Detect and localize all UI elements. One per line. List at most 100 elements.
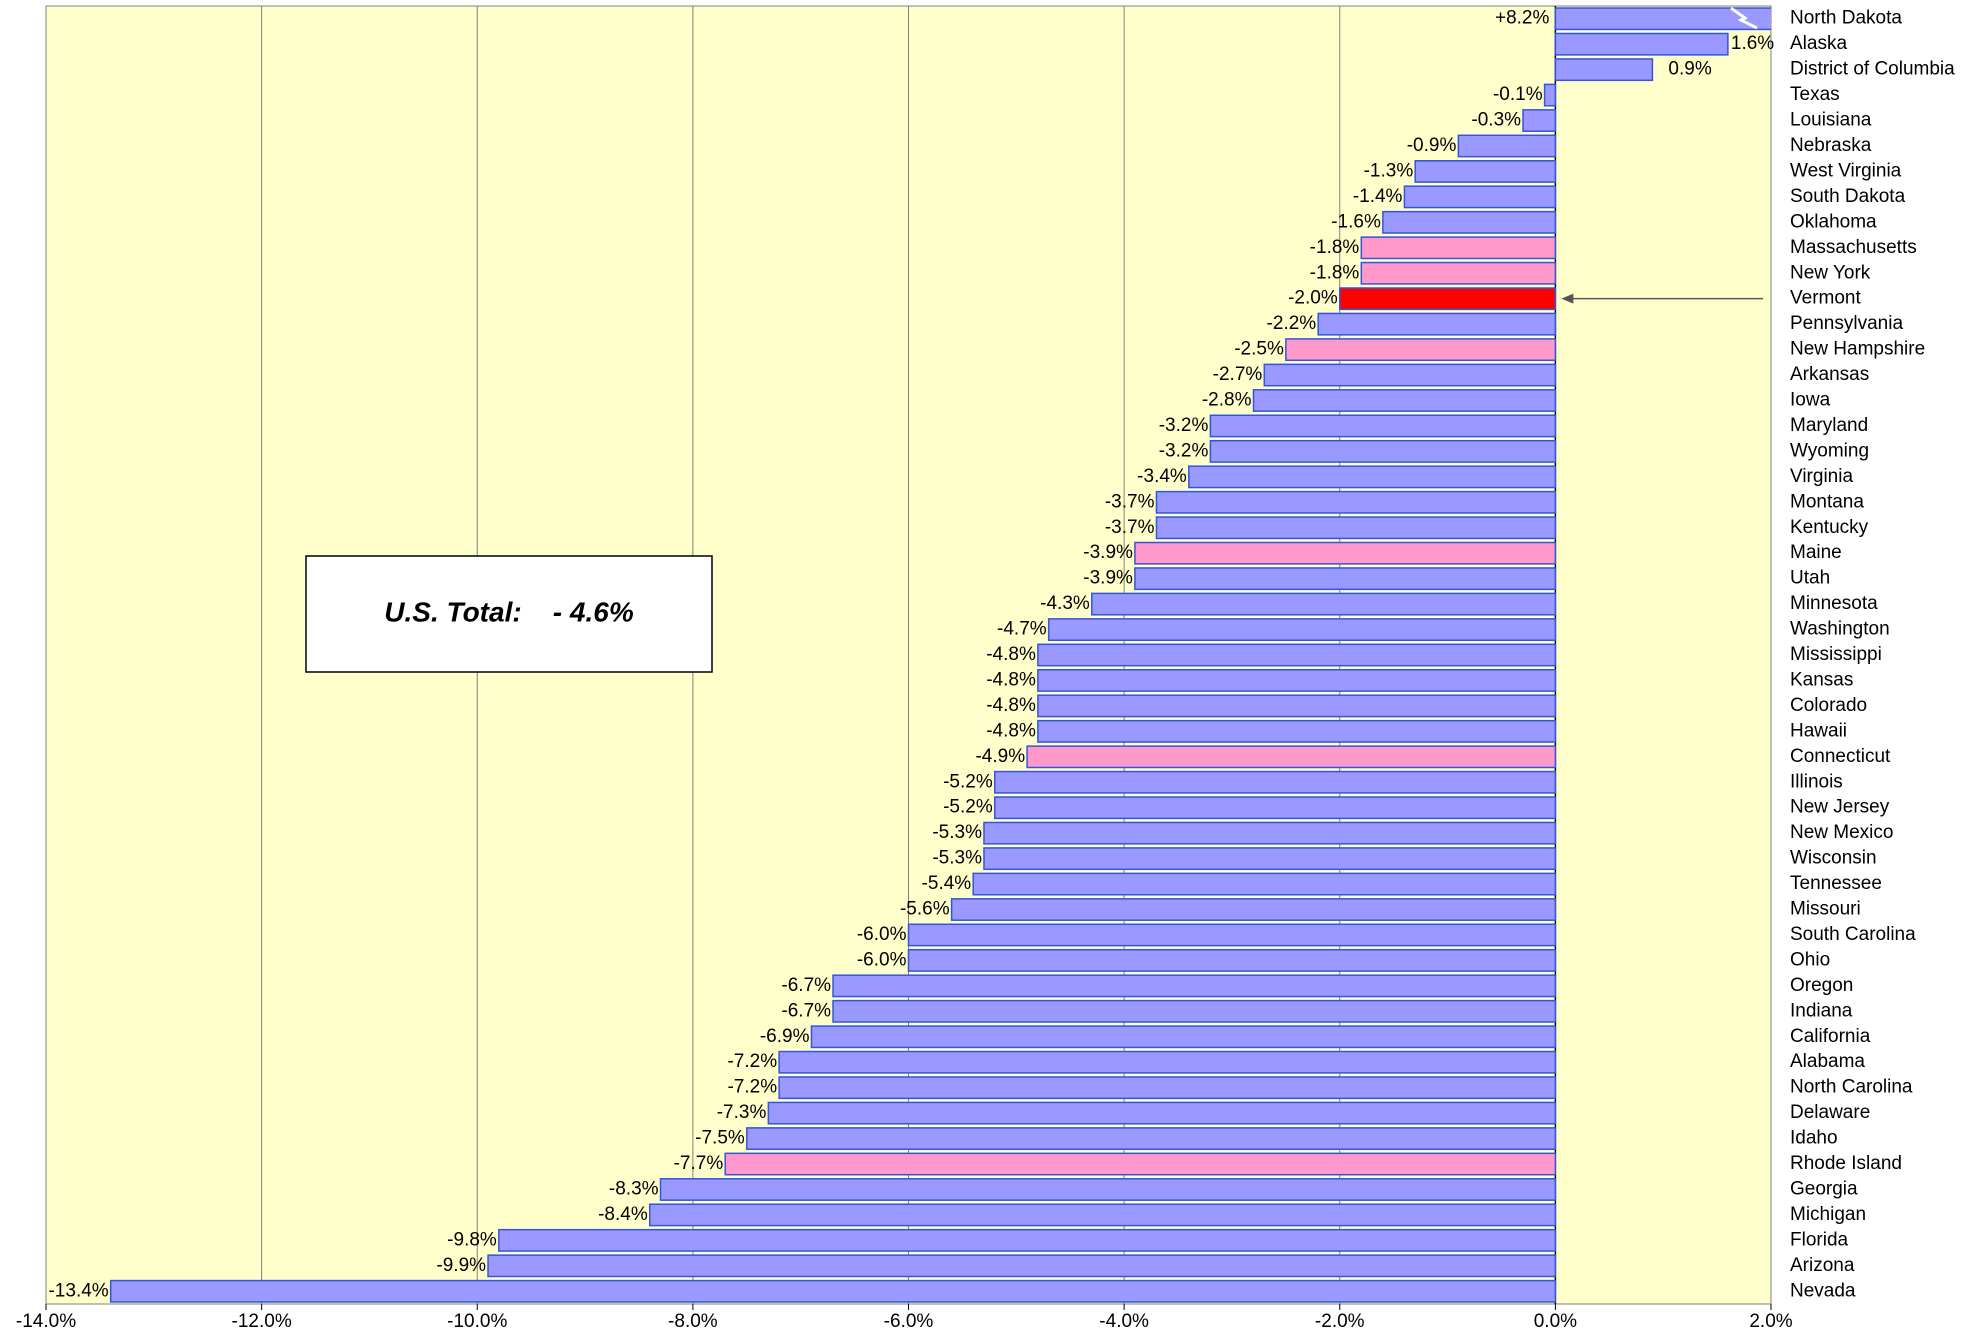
category-label: Arkansas [1790, 364, 1869, 385]
bar [724, 1152, 1557, 1176]
bar [1155, 490, 1557, 514]
bar [1554, 7, 1771, 31]
category-label: Texas [1790, 84, 1840, 105]
bar [832, 999, 1557, 1023]
value-label: -3.9% [1083, 568, 1133, 589]
bar [1026, 745, 1557, 769]
value-label: -9.9% [436, 1255, 486, 1276]
bar [1317, 312, 1557, 336]
arrow-head [1561, 293, 1574, 304]
value-label: -3.4% [1137, 466, 1187, 487]
value-label: -4.3% [1040, 593, 1090, 614]
value-label: -6.7% [781, 975, 831, 996]
category-label: Kansas [1790, 669, 1853, 690]
value-label: -5.4% [922, 873, 972, 894]
bar [1263, 363, 1557, 387]
value-label: -7.2% [727, 1077, 777, 1098]
category-label: Connecticut [1790, 746, 1891, 767]
bar [1414, 159, 1557, 183]
value-label: -5.3% [932, 848, 982, 869]
bar [659, 1178, 1557, 1201]
annotation-box [305, 555, 713, 673]
category-label: Utah [1790, 568, 1830, 589]
bar [1155, 516, 1557, 540]
value-label: -5.2% [943, 797, 993, 818]
bar [1134, 541, 1557, 565]
category-label: Washington [1790, 619, 1890, 640]
category-label: Oklahoma [1790, 211, 1877, 232]
bar [1522, 109, 1557, 132]
bar [994, 796, 1557, 820]
bar [1037, 719, 1557, 743]
x-tick-label: -12.0% [232, 1311, 292, 1332]
bar [1037, 669, 1557, 692]
bar [950, 898, 1557, 921]
value-label: -4.7% [997, 619, 1047, 640]
category-label: Delaware [1790, 1102, 1870, 1123]
bar [778, 1050, 1557, 1074]
bar [1047, 618, 1557, 641]
category-label: Indiana [1790, 1000, 1853, 1021]
value-label: -2.0% [1288, 288, 1338, 309]
category-label: Idaho [1790, 1128, 1838, 1149]
category-label: Wyoming [1790, 440, 1869, 461]
category-label: New Hampshire [1790, 339, 1925, 360]
x-tick-label: -4.0% [1099, 1311, 1149, 1332]
axis-break [1730, 6, 1758, 30]
bar [649, 1203, 1557, 1227]
x-tick-label: -2.0% [1315, 1311, 1365, 1332]
bar [907, 923, 1557, 947]
value-label: -5.3% [932, 822, 982, 843]
bar [1209, 414, 1557, 438]
value-label: -4.9% [975, 746, 1025, 767]
category-label: South Carolina [1790, 924, 1916, 945]
bar [907, 948, 1557, 972]
value-label: -5.2% [943, 771, 993, 792]
bar [994, 770, 1557, 794]
category-label: California [1790, 1026, 1871, 1047]
value-label: -4.8% [986, 720, 1036, 741]
value-label: -7.3% [717, 1102, 767, 1123]
value-label: -6.0% [857, 949, 907, 970]
value-label: -3.2% [1159, 440, 1209, 461]
value-label: 1.6% [1731, 33, 1774, 54]
category-label: Iowa [1790, 390, 1831, 411]
value-label: -2.7% [1213, 364, 1263, 385]
bar [1457, 134, 1557, 158]
category-label: New Mexico [1790, 822, 1893, 843]
value-label: -0.1% [1493, 84, 1543, 105]
bar [1554, 58, 1654, 82]
bar [746, 1127, 1557, 1151]
x-tick-label: 2.0% [1749, 1311, 1792, 1332]
x-tick-label: -8.0% [668, 1311, 718, 1332]
value-label: -2.5% [1234, 339, 1284, 360]
category-label: Georgia [1790, 1178, 1858, 1199]
bar [1382, 210, 1557, 234]
category-label: New Jersey [1790, 797, 1890, 818]
value-label: -8.4% [598, 1204, 648, 1225]
category-label: North Carolina [1790, 1077, 1913, 1098]
category-label: Montana [1790, 491, 1864, 512]
category-label: Nebraska [1790, 135, 1872, 156]
category-label: Hawaii [1790, 720, 1847, 741]
category-label: South Dakota [1790, 186, 1906, 207]
value-label: -6.0% [857, 924, 907, 945]
category-label: Vermont [1790, 288, 1861, 309]
value-label: +8.2% [1495, 8, 1550, 29]
value-label: -8.3% [609, 1178, 659, 1199]
value-label: -4.8% [986, 669, 1036, 690]
category-label: New York [1790, 262, 1871, 283]
value-label: -1.6% [1331, 211, 1381, 232]
bar [1360, 261, 1557, 285]
value-label: -2.2% [1267, 313, 1317, 334]
category-label: Alabama [1790, 1051, 1865, 1072]
bar [810, 1025, 1557, 1049]
bar [1360, 236, 1557, 260]
category-label: Rhode Island [1790, 1153, 1902, 1174]
category-label: Ohio [1790, 949, 1830, 970]
bar [1285, 338, 1557, 362]
category-label: Alaska [1790, 33, 1847, 54]
value-label: -9.8% [447, 1229, 497, 1250]
category-label: Nevada [1790, 1280, 1856, 1301]
